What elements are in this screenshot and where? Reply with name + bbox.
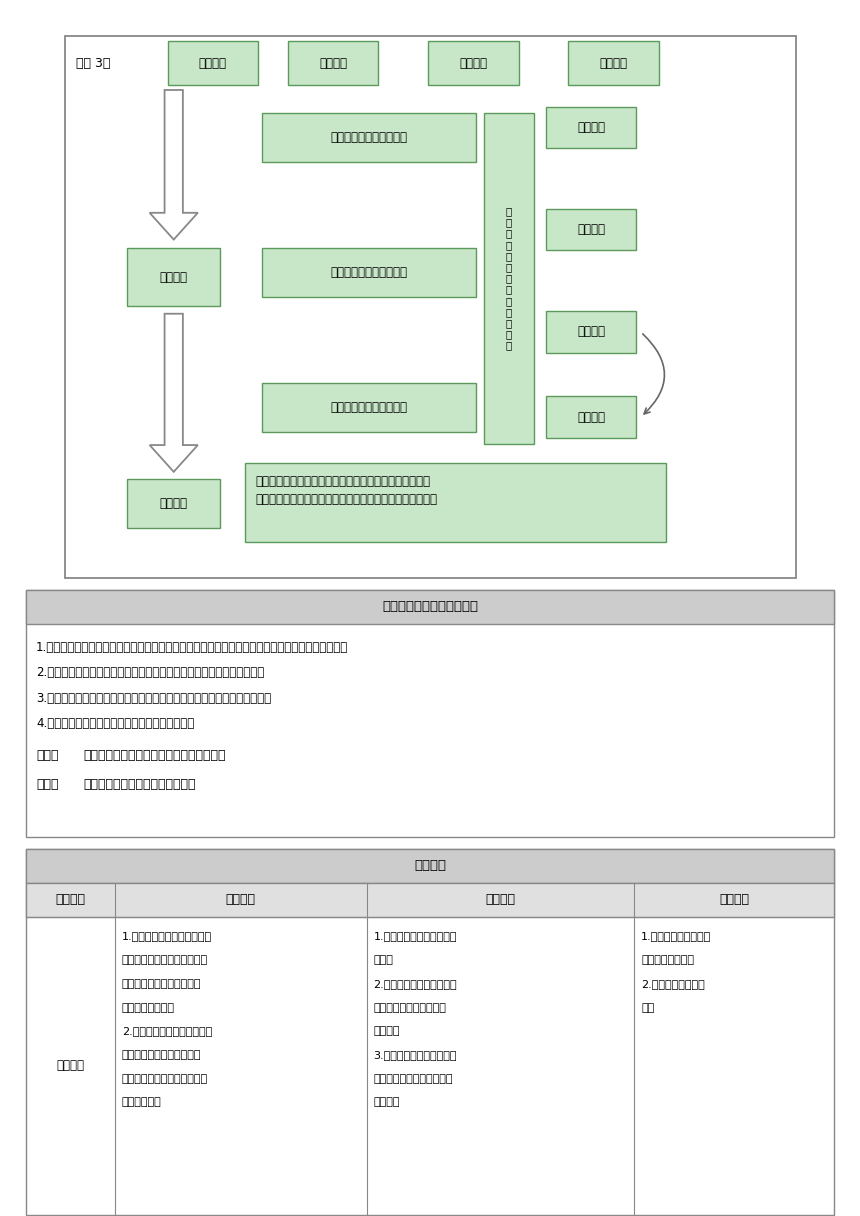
Bar bbox=[262, 113, 476, 162]
Text: 1.为本节课的模拟听证: 1.为本节课的模拟听证 bbox=[641, 931, 711, 941]
Text: 4.通过方案落实悟监督，知道民主监督的重要性。: 4.通过方案落实悟监督，知道民主监督的重要性。 bbox=[36, 717, 194, 731]
Bar bbox=[288, 41, 378, 85]
Text: 正确认识民主选举，珍惜选举权。: 正确认识民主选举，珍惜选举权。 bbox=[83, 778, 196, 792]
Text: 会流程。: 会流程。 bbox=[373, 1098, 400, 1108]
Text: 环节二：模拟听证析决策: 环节二：模拟听证析决策 bbox=[330, 266, 408, 278]
Text: 教学阶段: 教学阶段 bbox=[55, 894, 85, 906]
Text: 设计意图: 设计意图 bbox=[719, 894, 749, 906]
Text: 重点：: 重点： bbox=[36, 749, 58, 762]
Text: 事。: 事。 bbox=[641, 1002, 654, 1013]
Bar bbox=[546, 311, 636, 353]
Bar bbox=[546, 209, 636, 250]
Text: 学生活动: 学生活动 bbox=[485, 894, 515, 906]
Bar bbox=[127, 248, 220, 306]
Text: 1.实地考察学校车棚存在的: 1.实地考察学校车棚存在的 bbox=[373, 931, 457, 941]
Bar bbox=[127, 479, 220, 528]
Text: 难点：: 难点： bbox=[36, 778, 58, 792]
Bar bbox=[26, 590, 834, 837]
Bar bbox=[64, 36, 796, 578]
Text: 参与民主生活、行使民主权利的三种方式。: 参与民主生活、行使民主权利的三种方式。 bbox=[83, 749, 226, 762]
Polygon shape bbox=[150, 314, 198, 472]
Text: 教学环节: 教学环节 bbox=[160, 271, 187, 283]
Text: 健全人格: 健全人格 bbox=[459, 57, 488, 69]
Text: 能力提升: 能力提升 bbox=[160, 497, 187, 510]
Text: 益相关方、选出听证会发言: 益相关方、选出听证会发言 bbox=[122, 1051, 201, 1060]
Bar bbox=[26, 590, 834, 624]
Text: 3.通过模拟听证会，感知民主决策的重要意义和几种参与民主决策的制度。: 3.通过模拟听证会，感知民主决策的重要意义和几种参与民主决策的制度。 bbox=[36, 692, 271, 705]
Text: 1.指导学生实地考察学校车棚: 1.指导学生实地考察学校车棚 bbox=[122, 931, 212, 941]
Text: 听证会流程。: 听证会流程。 bbox=[122, 1098, 162, 1108]
Text: 理论与实践相互促进，知行合一：具有社会责任感，从参
与实践中收获理论知识、提升素养，更好地指导参与实践。: 理论与实践相互促进，知行合一：具有社会责任感，从参 与实践中收获理论知识、提升素… bbox=[255, 475, 438, 506]
Text: 协商选举: 协商选举 bbox=[577, 224, 605, 236]
Bar bbox=[26, 849, 834, 883]
Bar bbox=[262, 248, 476, 297]
Bar bbox=[568, 41, 659, 85]
Text: 核心素养: 核心素养 bbox=[199, 57, 227, 69]
Text: 责任意识: 责任意识 bbox=[599, 57, 628, 69]
Text: 成听证会发言稿，熏悬听证: 成听证会发言稿，熏悬听证 bbox=[373, 1074, 453, 1083]
Text: 2.指导学生结成小组代表各利: 2.指导学生结成小组代表各利 bbox=[122, 1026, 212, 1036]
Text: 前期调研: 前期调研 bbox=[577, 122, 605, 134]
Text: 课时 3：: 课时 3： bbox=[76, 57, 110, 69]
Text: 人，准备听证会发言稿，熏悬: 人，准备听证会发言稿，熏悬 bbox=[122, 1074, 208, 1083]
Bar bbox=[484, 113, 534, 444]
Bar bbox=[262, 383, 476, 432]
Bar bbox=[546, 396, 636, 438]
Text: 2.通过选举相关观点辨析，能够正确认识民主选举，理性行使公民权利。: 2.通过选举相关观点辨析，能够正确认识民主选举，理性行使公民权利。 bbox=[36, 666, 264, 680]
Polygon shape bbox=[150, 90, 198, 240]
Text: 2.搜集学校各方关于本校教: 2.搜集学校各方关于本校教 bbox=[373, 979, 458, 989]
Text: 身
边
事
：
校
园
内
车
棚
改
造
问
题: 身 边 事 ： 校 园 内 车 棚 改 造 问 题 bbox=[506, 207, 513, 350]
Bar bbox=[428, 41, 519, 85]
Text: 模拟听证: 模拟听证 bbox=[577, 326, 605, 338]
Text: 师和学生车棚的态度和改: 师和学生车棚的态度和改 bbox=[373, 1002, 446, 1013]
Text: 教师活动: 教师活动 bbox=[226, 894, 255, 906]
Bar bbox=[26, 883, 834, 917]
Text: 态度和改进建议。: 态度和改进建议。 bbox=[122, 1002, 175, 1013]
Bar bbox=[546, 107, 636, 148]
Text: 关于本校教师和学生车棚的: 关于本校教师和学生车棚的 bbox=[122, 979, 201, 989]
Text: 1.通过分析「关于校园内教师、学生车棚改造的建议」这一身边事，感知参与民主生活的三种方式。: 1.通过分析「关于校园内教师、学生车棚改造的建议」这一身边事，感知参与民主生活的… bbox=[36, 641, 348, 654]
Text: 监督落实: 监督落实 bbox=[577, 411, 605, 423]
Text: 教学过程: 教学过程 bbox=[414, 860, 446, 872]
Text: 环节一：代表产生看选举: 环节一：代表产生看选举 bbox=[330, 131, 408, 143]
Text: 政治认同: 政治认同 bbox=[319, 57, 347, 69]
Text: 会环节奠定基础。: 会环节奠定基础。 bbox=[641, 956, 694, 966]
Text: 存在的问题，并搜集学校各方: 存在的问题，并搜集学校各方 bbox=[122, 956, 208, 966]
Bar bbox=[168, 41, 258, 85]
Text: 问题；: 问题； bbox=[373, 956, 393, 966]
Text: 进建议；: 进建议； bbox=[373, 1026, 400, 1036]
Text: 3.选出听证会发言代表，完: 3.选出听证会发言代表，完 bbox=[373, 1051, 457, 1060]
Bar bbox=[245, 463, 666, 542]
Text: 2.引导学生关注身边: 2.引导学生关注身边 bbox=[641, 979, 705, 989]
Text: 课前准备: 课前准备 bbox=[57, 1059, 84, 1073]
Text: 环节三：方案落实悟监督: 环节三：方案落实悟监督 bbox=[330, 401, 408, 413]
Bar bbox=[26, 849, 834, 1215]
Text: 教学目标、教学重点和难点: 教学目标、教学重点和难点 bbox=[382, 601, 478, 613]
